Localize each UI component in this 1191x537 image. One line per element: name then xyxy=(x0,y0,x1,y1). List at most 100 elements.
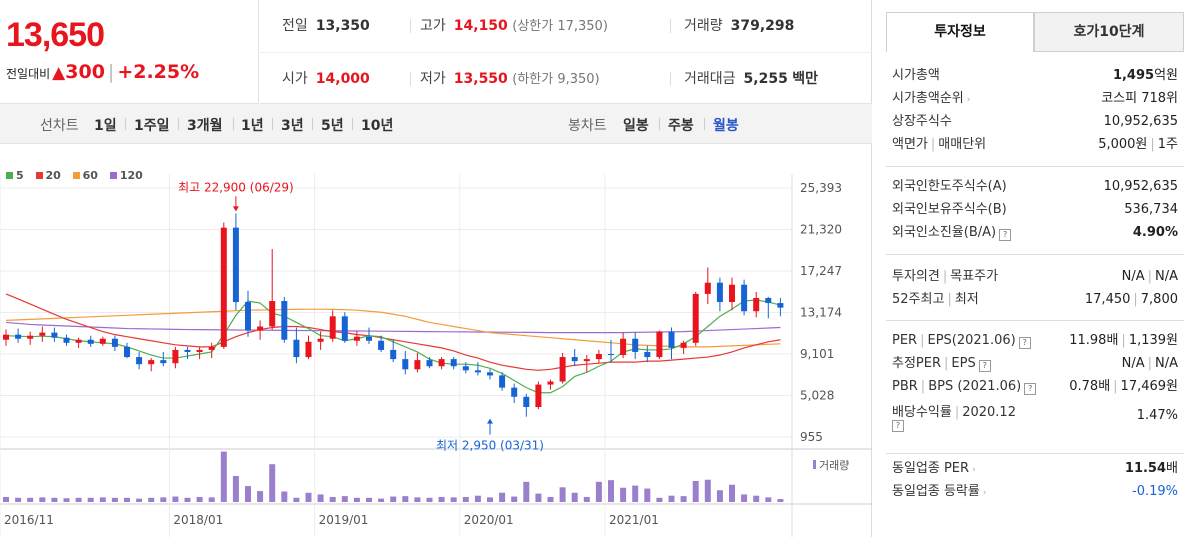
candle-weekly[interactable]: 주봉 xyxy=(668,118,694,134)
volume-bar xyxy=(329,496,336,502)
volume-bar xyxy=(63,498,70,502)
info-value-2: 1,139원 xyxy=(1128,333,1178,348)
volume-bar xyxy=(172,496,179,502)
legend-ma60: 60 xyxy=(72,169,98,182)
candle-daily[interactable]: 일봉 xyxy=(623,118,649,134)
info-value-2: 1주 xyxy=(1157,137,1178,152)
info-row: 투자의견 | 목표주가 N/A | N/A xyxy=(886,265,1184,288)
info-value: 억원 xyxy=(1154,68,1178,83)
info-row: 52주최고 | 최저 17,450 | 7,800 xyxy=(886,288,1184,311)
info-row[interactable]: 시가총액순위 › 코스피 718위 xyxy=(886,87,1184,110)
key-divider: | xyxy=(920,333,925,348)
info-value-bold: 4.90% xyxy=(1132,225,1178,240)
help-icon[interactable]: ? xyxy=(892,420,904,432)
info-value: N/A xyxy=(1121,356,1145,371)
help-icon[interactable]: ? xyxy=(1024,383,1037,395)
candle-body xyxy=(474,370,481,373)
value-divider: | xyxy=(1133,292,1138,307)
volume-bar xyxy=(438,496,445,502)
candle-monthly[interactable]: 월봉 xyxy=(713,118,739,134)
ma60-line xyxy=(5,308,781,348)
info-row[interactable]: 동일업종 PER › 11.54배 xyxy=(886,457,1184,480)
volume-bar xyxy=(366,497,372,502)
info-row: ? 1.47% xyxy=(886,408,1184,435)
candle-body xyxy=(571,357,578,362)
y-tick-label: 5,028 xyxy=(800,389,834,403)
candle-body xyxy=(668,331,675,348)
candle-body xyxy=(75,339,82,343)
candle-body xyxy=(390,349,397,360)
volume-bar xyxy=(220,451,227,502)
info-value: 10,952,635 xyxy=(1103,179,1178,194)
candle-body xyxy=(523,396,530,407)
info-key: 추정PER xyxy=(892,356,942,371)
volume-bar xyxy=(632,485,639,502)
chevron-right-icon: › xyxy=(966,95,971,105)
volume-bar xyxy=(765,497,772,502)
candle-body xyxy=(741,284,748,312)
info-value: N/A xyxy=(1121,269,1145,284)
volume-bar xyxy=(462,496,469,502)
info-key: 외국인한도주식수(A) xyxy=(892,179,1007,194)
period-5y[interactable]: 5년 xyxy=(321,118,344,134)
candle-body xyxy=(51,332,58,338)
period-divider xyxy=(125,118,126,130)
candle-body xyxy=(353,336,360,341)
y-tick-label: 17,247 xyxy=(800,264,842,278)
volume-bar xyxy=(644,488,651,502)
info-value-2: 7,800 xyxy=(1140,292,1178,307)
tab-order-book[interactable]: 호가10단계 xyxy=(1034,12,1184,52)
help-icon[interactable]: ? xyxy=(978,360,991,372)
quote-divider xyxy=(670,19,671,33)
ma-legend: 5 20 60 120 xyxy=(6,169,151,182)
info-value-2: N/A xyxy=(1155,269,1178,284)
quote-table: 전일 13,350 고가 14,150 (상한가 17,350) 거래량 379,29… xyxy=(260,0,872,104)
help-icon[interactable]: ? xyxy=(999,229,1012,241)
help-icon[interactable]: ? xyxy=(1018,337,1031,349)
info-row: PBR | BPS (2021.06)? 0.78배 | 17,469원 xyxy=(886,375,1184,398)
info-key: 외국인소진율(B/A) xyxy=(892,225,997,240)
period-10y[interactable]: 10년 xyxy=(361,118,394,134)
x-tick-label: 2021/01 xyxy=(609,513,659,527)
legend-swatch xyxy=(72,172,80,179)
volume-bar xyxy=(777,499,784,502)
info-key: 52주최고 xyxy=(892,292,945,307)
volume-bar xyxy=(595,481,602,502)
volume-bar xyxy=(390,496,397,502)
info-key-2: 매매단위 xyxy=(938,137,987,152)
info-value: 536,734 xyxy=(1124,202,1178,217)
period-3y[interactable]: 3년 xyxy=(281,118,304,134)
period-1y[interactable]: 1년 xyxy=(241,118,264,134)
section-divider xyxy=(886,320,1184,321)
candle-body xyxy=(608,354,614,356)
tab-investment-info[interactable]: 투자정보 xyxy=(886,12,1034,52)
info-key: 시가총액 xyxy=(892,68,940,83)
key-divider: | xyxy=(942,269,948,284)
change-divider: | xyxy=(107,61,115,83)
quote-divider xyxy=(410,19,411,33)
period-1w[interactable]: 1주일 xyxy=(134,118,170,134)
change-label: 전일대비 xyxy=(6,67,51,81)
info-row: 상장주식수 10,952,635 xyxy=(886,110,1184,133)
candle-body xyxy=(644,351,651,358)
volume-bar xyxy=(571,492,578,502)
info-value: 5,000원 xyxy=(1098,137,1148,152)
legend-ma120: 120 xyxy=(109,169,143,182)
info-key: 투자의견 xyxy=(892,269,940,284)
key-divider: | xyxy=(947,292,952,307)
y-tick-label: 25,393 xyxy=(800,181,842,195)
candle-body xyxy=(341,316,348,341)
candle-body xyxy=(317,338,324,342)
change-rate: +2.25% xyxy=(117,61,200,83)
volume-bar xyxy=(111,497,118,502)
volume-bar xyxy=(281,491,288,502)
candle-body xyxy=(499,375,506,388)
period-1d[interactable]: 1일 xyxy=(94,118,117,134)
info-row[interactable]: 동일업종 등락률 › -0.19% xyxy=(886,480,1184,503)
candle-body xyxy=(220,227,227,347)
investment-info-panel: 투자정보 호가10단계 시가총액 1,495억원 시가총액순위 › 코스피 718위 상장… xyxy=(872,0,1191,537)
info-value-2: N/A xyxy=(1155,356,1178,371)
volume-bar xyxy=(716,490,723,502)
info-key: PBR xyxy=(892,379,918,394)
period-3m[interactable]: 3개월 xyxy=(187,118,223,134)
